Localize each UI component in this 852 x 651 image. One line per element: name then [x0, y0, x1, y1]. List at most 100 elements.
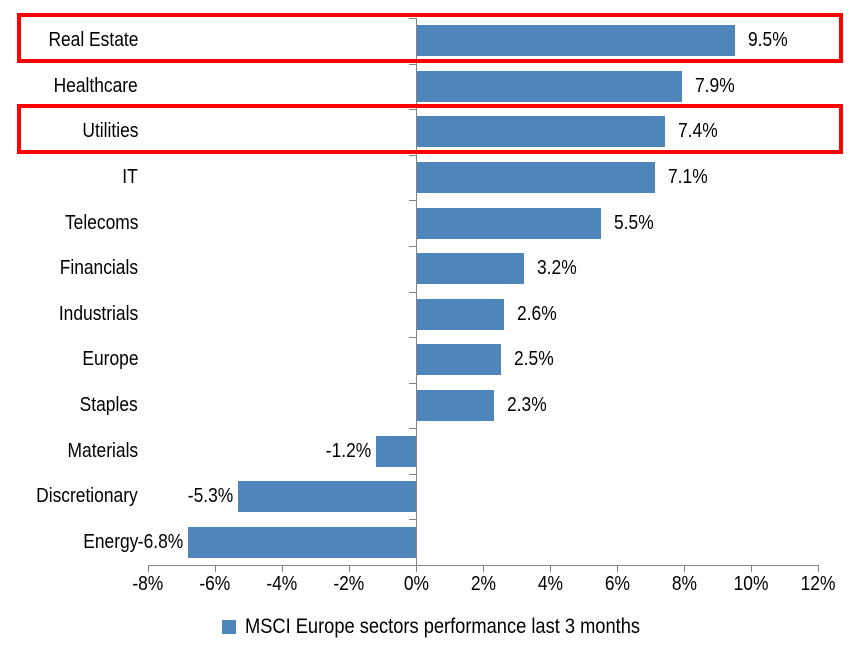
- value-label-text: 7.9%: [694, 74, 735, 97]
- x-axis-tick: [684, 565, 685, 572]
- category-label-text: Industrials: [58, 302, 138, 325]
- y-axis-tick: [409, 109, 416, 111]
- value-label: 7.4%: [678, 116, 724, 147]
- category-label: IT: [0, 155, 138, 201]
- y-axis-tick: [409, 519, 416, 521]
- category-label-text: Financials: [59, 257, 138, 280]
- category-label-text: Europe: [81, 348, 138, 371]
- y-axis-tick: [409, 200, 416, 202]
- value-label: 2.3%: [507, 390, 553, 421]
- x-tick-label: 10%: [711, 573, 791, 596]
- x-tick-label-text: 2%: [470, 573, 496, 595]
- value-label-text: 2.6%: [517, 302, 557, 325]
- x-tick-label: 6%: [577, 573, 657, 596]
- category-label-text: Discretionary: [36, 485, 138, 508]
- y-axis-tick: [409, 291, 416, 293]
- x-tick-label-text: -6%: [199, 573, 231, 595]
- category-label: Real Estate: [0, 18, 138, 64]
- x-tick-label-text: 8%: [671, 573, 697, 595]
- bar: [417, 162, 655, 194]
- bar: [417, 25, 736, 57]
- y-axis-tick: [409, 18, 416, 19]
- value-label-text: 5.5%: [614, 211, 654, 234]
- category-label-text: Healthcare: [53, 74, 138, 97]
- value-label-text: -5.3%: [187, 485, 234, 508]
- x-tick-label-text: 4%: [537, 573, 563, 595]
- x-tick-label-text: -8%: [132, 573, 164, 595]
- category-label: Staples: [0, 383, 138, 429]
- category-label-text: Materials: [67, 439, 138, 462]
- value-label: -5.3%: [181, 481, 233, 512]
- bar: [417, 207, 602, 239]
- y-axis-tick: [409, 337, 416, 339]
- x-tick-label: -2%: [309, 573, 389, 596]
- category-label-text: Energy: [82, 530, 138, 553]
- category-label: Europe: [0, 337, 138, 383]
- category-label: Discretionary: [0, 474, 138, 520]
- value-label-text: 2.5%: [513, 348, 554, 371]
- value-label: 9.5%: [748, 25, 794, 56]
- bar: [417, 344, 501, 376]
- category-label: Telecoms: [0, 200, 138, 246]
- x-axis-tick: [416, 565, 417, 572]
- value-label-text: 3.2%: [537, 257, 577, 280]
- x-tick-label-text: -4%: [266, 573, 298, 595]
- bar: [417, 253, 525, 285]
- y-axis-tick: [409, 428, 416, 430]
- x-axis-tick: [349, 565, 350, 572]
- value-label-text: -6.8%: [137, 530, 184, 553]
- x-tick-label: 8%: [644, 573, 724, 596]
- x-tick-label: -4%: [242, 573, 322, 596]
- y-axis-tick: [409, 63, 416, 65]
- x-axis-tick: [617, 565, 618, 572]
- bar: [417, 389, 495, 421]
- x-tick-label: 2%: [443, 573, 523, 596]
- x-axis-tick: [751, 565, 752, 572]
- category-label-text: Telecoms: [64, 211, 138, 234]
- x-axis-tick: [550, 565, 551, 572]
- x-axis-tick: [483, 565, 484, 572]
- value-label: 7.9%: [695, 71, 741, 102]
- category-label: Industrials: [0, 292, 138, 338]
- category-label-text: Utilities: [81, 120, 138, 143]
- legend-label: MSCI Europe sectors performance last 3 m…: [245, 615, 641, 638]
- y-axis-tick: [409, 382, 416, 384]
- x-tick-label: 12%: [778, 573, 852, 596]
- y-axis-line: [416, 18, 417, 572]
- bar: [417, 116, 665, 148]
- x-axis-tick: [818, 565, 819, 572]
- bar: [188, 526, 416, 558]
- legend: MSCI Europe sectors performance last 3 m…: [222, 615, 699, 639]
- bar: [417, 70, 682, 102]
- category-label: Financials: [0, 246, 138, 292]
- y-axis-tick: [409, 473, 416, 475]
- y-axis-tick: [409, 245, 416, 247]
- category-label: Healthcare: [0, 64, 138, 110]
- value-label-text: -1.2%: [325, 439, 371, 462]
- x-axis-tick: [148, 565, 149, 572]
- bar: [375, 435, 416, 467]
- value-label-text: 9.5%: [748, 29, 788, 52]
- value-label: 7.1%: [668, 162, 714, 193]
- value-label-text: 2.3%: [507, 393, 547, 416]
- bar: [238, 481, 416, 513]
- x-tick-label: 4%: [510, 573, 590, 596]
- value-label: 5.5%: [614, 208, 660, 239]
- category-label-text: Real Estate: [48, 29, 138, 52]
- value-label-text: 7.4%: [677, 120, 718, 143]
- x-tick-label-text: 0%: [403, 573, 429, 595]
- value-label: 2.5%: [514, 344, 560, 375]
- category-label: Energy: [0, 519, 138, 565]
- x-tick-label-text: 6%: [604, 573, 630, 595]
- value-label: 3.2%: [537, 253, 583, 284]
- x-axis-tick: [282, 565, 283, 572]
- legend-marker-icon: [222, 620, 236, 634]
- x-tick-label: 0%: [376, 573, 456, 596]
- category-label-text: Staples: [79, 393, 138, 416]
- category-label: Utilities: [0, 109, 138, 155]
- value-label: -1.2%: [319, 436, 371, 467]
- x-tick-label-text: 10%: [733, 573, 769, 595]
- value-label-text: 7.1%: [667, 166, 708, 189]
- y-axis-tick: [409, 154, 416, 156]
